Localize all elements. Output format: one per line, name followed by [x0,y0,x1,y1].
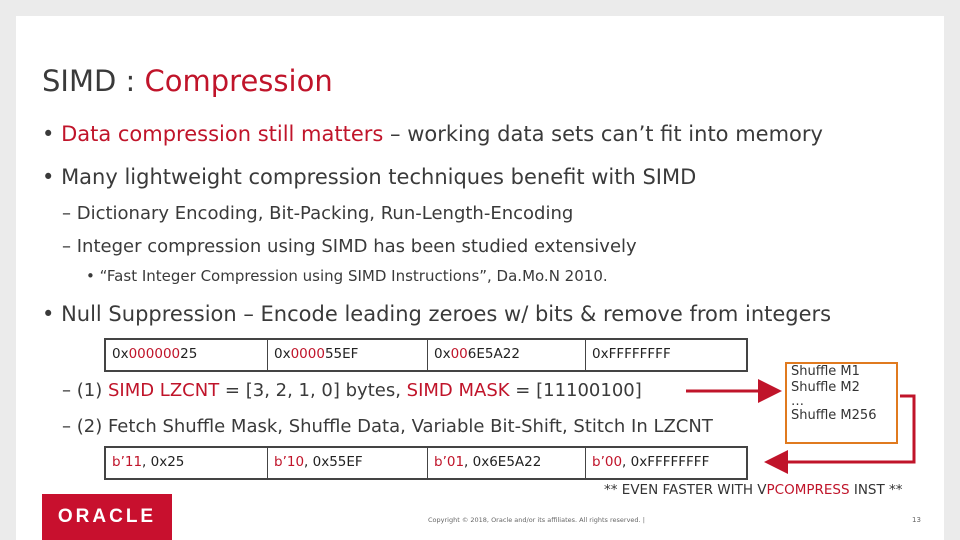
output-cell-1: b’11, 0x25 [106,448,268,478]
faster-note: ** EVEN FASTER WITH VPCOMPRESS INST ** [604,482,903,498]
oracle-logo: ORACLE [42,494,172,540]
bullet-2-sub-3: • “Fast Integer Compression using SIMD I… [86,267,608,285]
input-integer-row: 0x00000025 0x000055EF 0x006E5A22 0xFFFFF… [104,338,748,372]
bullet-3: • Null Suppression – Encode leading zero… [42,302,832,326]
bullet-2-sub-1: – Dictionary Encoding, Bit-Packing, Run-… [62,203,574,224]
input-cell-3: 0x006E5A22 [428,340,586,370]
shuffle-mask-table: Shuffle M1 Shuffle M2 … Shuffle M256 [785,362,898,444]
copyright: Copyright © 2018, Oracle and/or its affi… [428,516,645,524]
input-cell-2: 0x000055EF [268,340,428,370]
shuffle-m1: Shuffle M1 [791,364,860,379]
page-number: 13 [912,516,921,524]
input-cell-1: 0x00000025 [106,340,268,370]
shuffle-m2: Shuffle M2 [791,380,860,395]
slide-title: SIMD : Compression [42,64,333,98]
bullet-1: • Data compression still matters – worki… [42,122,823,146]
step-2: – (2) Fetch Shuffle Mask, Shuffle Data, … [62,416,713,437]
output-encoded-row: b’11, 0x25 b’10, 0x55EF b’01, 0x6E5A22 b… [104,446,748,480]
output-cell-3: b’01, 0x6E5A22 [428,448,586,478]
step-1: – (1) SIMD LZCNT = [3, 2, 1, 0] bytes, S… [62,380,642,401]
shuffle-dots: … [791,394,804,409]
bullet-2: • Many lightweight compression technique… [42,165,697,189]
input-cell-4: 0xFFFFFFFF [592,346,671,362]
bullet-2-sub-2: – Integer compression using SIMD has bee… [62,236,637,257]
output-cell-4: b’00, 0xFFFFFFFF [592,454,710,470]
shuffle-m256: Shuffle M256 [791,408,877,423]
arrow-to-output [764,394,916,474]
output-cell-2: b’10, 0x55EF [268,448,428,478]
